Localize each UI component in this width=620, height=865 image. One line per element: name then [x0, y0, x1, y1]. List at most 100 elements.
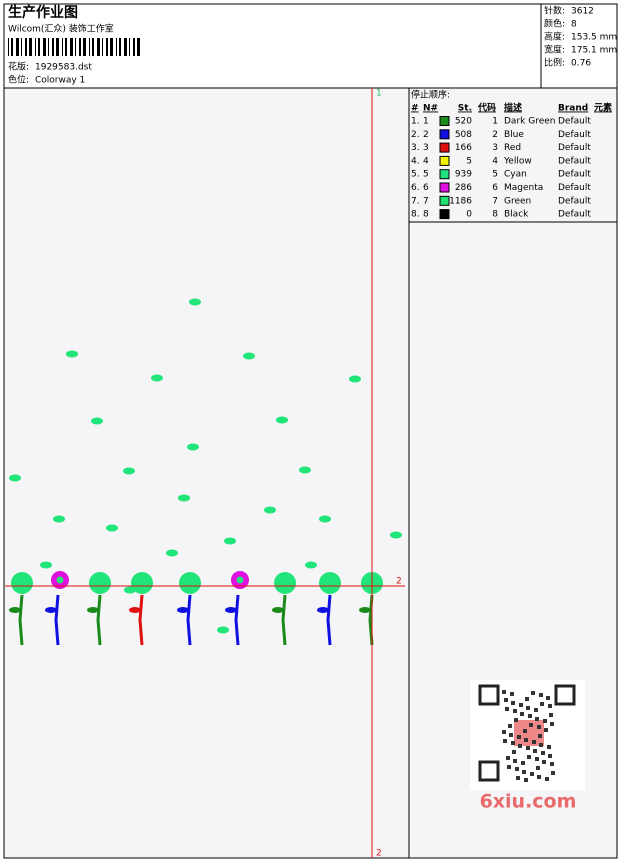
bar [52, 38, 54, 56]
cell: 8. [411, 210, 420, 220]
qr-module [550, 762, 554, 766]
flower-center [56, 576, 64, 584]
bar [83, 38, 86, 56]
qr-code [470, 680, 585, 790]
label: 色位: [8, 74, 29, 86]
design-flowers [9, 571, 383, 646]
bar [75, 38, 76, 56]
qr-module [505, 707, 509, 711]
cell: Dark Green [504, 117, 555, 127]
stem [368, 594, 374, 646]
qr-module [509, 733, 513, 737]
cell: 7 [492, 196, 498, 206]
bar [38, 38, 40, 56]
bar [65, 38, 67, 56]
bar [56, 38, 59, 56]
swatch [439, 129, 450, 140]
bar [11, 38, 13, 56]
cell: 7. [411, 196, 420, 206]
cell: 3 [492, 143, 498, 153]
qr-module [523, 729, 527, 733]
bar [119, 38, 121, 56]
qr-module [537, 775, 541, 779]
qr-module [548, 754, 552, 758]
cell: 6. [411, 183, 420, 193]
qr-module [543, 719, 547, 723]
colorway: Colorway 1 [35, 76, 85, 86]
cell: Default [558, 210, 591, 220]
qr-module [531, 691, 535, 695]
cell: 0 [466, 210, 472, 220]
flower-center [236, 576, 244, 584]
bar [79, 38, 81, 56]
bar [35, 38, 36, 56]
cell: Blue [504, 130, 524, 140]
qr-module [524, 778, 528, 782]
cell: 8 [423, 210, 429, 220]
bar [129, 38, 130, 56]
qr-module [512, 750, 516, 754]
column-header: 描述 [504, 102, 522, 114]
qr-module [519, 703, 523, 707]
qr-module [541, 751, 545, 755]
column-header: Brand [558, 104, 588, 114]
bar [70, 38, 73, 56]
cell: Default [558, 183, 591, 193]
title: 生产作业图 [8, 4, 78, 21]
qr-module [535, 757, 539, 761]
swatch [439, 182, 450, 193]
swatch [439, 116, 450, 126]
flower-head [274, 572, 296, 594]
stat-label: 针数: [544, 5, 565, 17]
cell: 6 [492, 183, 498, 193]
bar [133, 38, 135, 56]
qr-module [514, 718, 518, 722]
qr-module [526, 746, 530, 750]
qr-module [545, 777, 549, 781]
cell: 939 [455, 170, 472, 180]
qr-module [539, 693, 543, 697]
cell: 286 [455, 183, 472, 193]
qr-module [515, 767, 519, 771]
stem [54, 594, 60, 646]
cell: 5 [466, 156, 472, 166]
cell: Green [504, 196, 531, 206]
cell: Red [504, 143, 521, 153]
qr-module [506, 756, 510, 760]
bar [29, 38, 32, 56]
swatch [439, 169, 450, 180]
stat-value: 153.5 mm [571, 33, 617, 43]
qr-module [548, 704, 552, 708]
cell: 4 [492, 156, 498, 166]
qr-module [518, 744, 522, 748]
qr-module [513, 709, 517, 713]
bar [97, 38, 100, 56]
qr-module [537, 725, 541, 729]
qr-module [532, 740, 536, 744]
qr-module [526, 706, 530, 710]
swatch [439, 155, 450, 166]
qr-module [511, 701, 515, 705]
stat-value: 0.76 [571, 59, 591, 69]
cell: Default [558, 196, 591, 206]
cell: Default [558, 170, 591, 180]
cell: 520 [455, 117, 472, 127]
cell: 1 [492, 117, 498, 127]
stem [234, 594, 240, 646]
qr-module [536, 766, 540, 770]
cell: 3. [411, 143, 420, 153]
column-header: 元素 [594, 102, 612, 114]
leaf [87, 607, 99, 613]
bar [116, 38, 117, 56]
qr-module [549, 713, 553, 717]
stem [18, 594, 24, 646]
bar [106, 38, 108, 56]
stat-value: 3612 [571, 7, 594, 17]
bar [48, 38, 49, 56]
leaf [225, 607, 237, 613]
qr-module [502, 690, 506, 694]
bar [25, 38, 27, 56]
qr-module [524, 738, 528, 742]
qr-module [504, 698, 508, 702]
marker: 2 [396, 577, 402, 587]
